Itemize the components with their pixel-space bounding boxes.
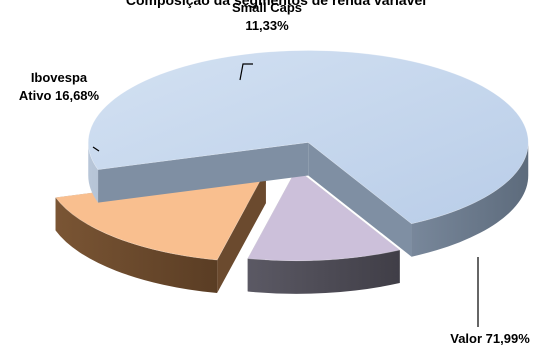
slice-top bbox=[87, 50, 529, 225]
leader-line-ibovespa bbox=[92, 146, 100, 152]
label-valor: Valor 71,99% bbox=[450, 331, 530, 346]
leader-line-smallcaps bbox=[239, 63, 253, 81]
label-ibovespa: Ativo 16,68% bbox=[19, 88, 100, 103]
slice-wall bbox=[98, 142, 309, 203]
slice-side bbox=[88, 142, 529, 257]
slice-top bbox=[247, 168, 401, 262]
label-smallcaps: 11,33% bbox=[245, 18, 289, 33]
pie-slice-smallcaps bbox=[247, 168, 401, 294]
slice-side bbox=[247, 250, 400, 294]
chart-title: Composição da segmentos de renda variáve… bbox=[125, 0, 427, 8]
pie-slice-valor bbox=[87, 50, 529, 257]
label-smallcaps: Small Caps bbox=[232, 0, 302, 15]
slice-wall bbox=[308, 142, 412, 257]
label-ibovespa: Ibovespa bbox=[31, 70, 88, 85]
slice-side bbox=[55, 197, 218, 294]
